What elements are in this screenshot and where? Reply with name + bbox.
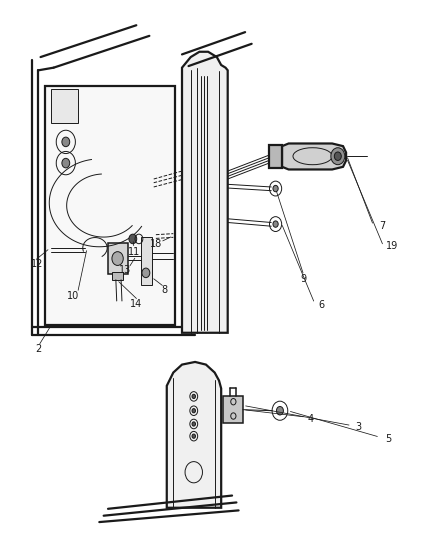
Polygon shape (269, 144, 282, 168)
Circle shape (112, 252, 123, 265)
Text: 10: 10 (67, 290, 79, 301)
Circle shape (62, 158, 70, 168)
Text: 3: 3 (355, 422, 361, 432)
Text: 14: 14 (130, 298, 142, 309)
Text: 6: 6 (318, 300, 325, 310)
Circle shape (192, 434, 195, 438)
Text: 8: 8 (162, 285, 168, 295)
Circle shape (192, 409, 195, 413)
Polygon shape (51, 89, 78, 123)
Text: 4: 4 (307, 414, 314, 424)
Text: 7: 7 (379, 221, 385, 231)
Circle shape (142, 268, 150, 278)
Polygon shape (45, 86, 176, 325)
Text: 19: 19 (386, 241, 398, 252)
Polygon shape (282, 143, 346, 169)
Text: 5: 5 (385, 434, 391, 444)
Circle shape (192, 422, 195, 426)
Circle shape (62, 137, 70, 147)
Text: 12: 12 (31, 259, 43, 269)
Text: 18: 18 (150, 239, 162, 249)
Polygon shape (167, 362, 221, 508)
Circle shape (331, 148, 345, 165)
Polygon shape (141, 237, 152, 285)
Text: 13: 13 (119, 265, 131, 275)
Text: 9: 9 (301, 273, 307, 284)
Circle shape (273, 185, 278, 192)
Text: 2: 2 (35, 344, 42, 354)
Circle shape (273, 221, 278, 227)
Circle shape (334, 152, 341, 160)
Circle shape (276, 407, 283, 415)
Polygon shape (223, 397, 243, 423)
Polygon shape (108, 243, 127, 274)
Circle shape (129, 234, 137, 244)
Polygon shape (182, 52, 228, 333)
Polygon shape (113, 272, 123, 280)
Text: 11: 11 (128, 247, 140, 257)
Circle shape (192, 394, 195, 399)
